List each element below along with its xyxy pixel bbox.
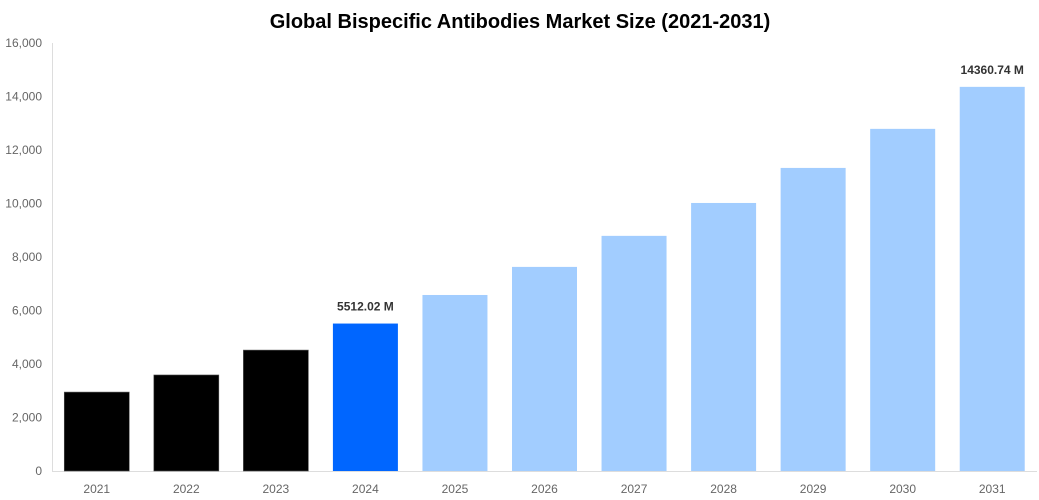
x-tick-label: 2024 [352,482,379,496]
bar-2027 [601,235,667,471]
data-label-2024: 5512.02 M [337,300,394,314]
x-tick-label: 2021 [83,482,110,496]
y-tick-label: 16,000 [5,36,42,50]
x-tick-label: 2025 [442,482,469,496]
x-tick-label: 2031 [979,482,1006,496]
y-tick-label: 2,000 [12,411,42,425]
x-tick-label: 2022 [173,482,200,496]
data-label-2031: 14360.74 M [961,63,1024,77]
x-tick-label: 2027 [621,482,648,496]
y-tick-label: 6,000 [12,304,42,318]
y-tick-label: 12,000 [5,143,42,157]
bar-2021 [63,391,130,472]
bar-2023 [243,349,309,472]
bar-2022 [153,374,220,472]
y-tick-label: 10,000 [5,197,42,211]
x-tick-label: 2026 [531,482,558,496]
bar-2026 [512,266,577,471]
x-tick-label: 2029 [800,482,827,496]
y-tick-label: 0 [35,464,42,478]
y-tick-label: 14,000 [5,90,42,104]
chart-title: Global Bispecific Antibodies Market Size… [270,11,771,33]
bar-2025 [422,294,488,471]
x-tick-label: 2030 [889,482,916,496]
y-tick-label: 8,000 [12,250,42,264]
bar-2031 [959,86,1025,471]
x-tick-label: 2028 [710,482,737,496]
bar-2030 [870,128,936,471]
bar-2028 [691,202,757,471]
bar-2024 [332,323,398,471]
bar-2029 [780,167,846,472]
y-tick-label: 4,000 [12,357,42,371]
x-tick-label: 2023 [263,482,290,496]
